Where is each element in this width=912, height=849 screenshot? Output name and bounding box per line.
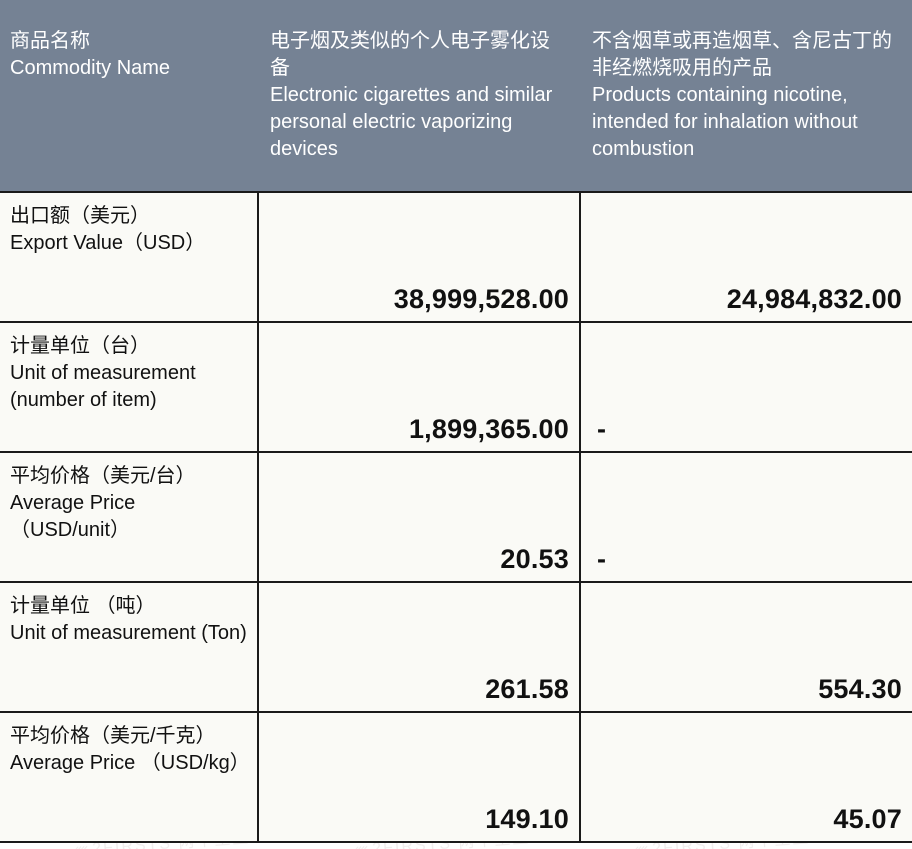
header-column-b: 不含烟草或再造烟草、含尼古丁的非经燃烧吸用的产品 Products contai…: [580, 0, 912, 192]
row-value-a-cell: 20.53: [258, 452, 580, 582]
table-row: 计量单位（台） Unit of measurement (number of i…: [0, 322, 912, 452]
row-value-b: -: [597, 544, 606, 575]
row-label-en: Export Value（USD）: [10, 230, 247, 257]
row-label-zh: 计量单位（台）: [10, 333, 247, 360]
row-value-b: 554.30: [818, 674, 902, 705]
table-row: 平均价格（美元/千克） Average Price （USD/kg） 149.1…: [0, 712, 912, 842]
data-table: 商品名称 Commodity Name 电子烟及类似的个人电子雾化设备 Elec…: [0, 0, 912, 843]
header-column-a: 电子烟及类似的个人电子雾化设备 Electronic cigarettes an…: [258, 0, 580, 192]
header-col-b-zh: 不含烟草或再造烟草、含尼古丁的非经燃烧吸用的产品: [592, 28, 900, 82]
table-header-row: 商品名称 Commodity Name 电子烟及类似的个人电子雾化设备 Elec…: [0, 0, 912, 192]
row-value-a: 20.53: [500, 544, 569, 575]
header-col-b-en: Products containing nicotine, intended f…: [592, 82, 900, 163]
header-commodity-name: 商品名称 Commodity Name: [0, 0, 258, 192]
header-label-en: Commodity Name: [10, 55, 246, 82]
row-label-zh: 平均价格（美元/台）: [10, 463, 247, 490]
row-value-b-cell: 24,984,832.00: [580, 192, 912, 322]
row-value-a-cell: 38,999,528.00: [258, 192, 580, 322]
row-label-zh: 计量单位 （吨）: [10, 593, 247, 620]
header-col-a-en: Electronic cigarettes and similar person…: [270, 82, 568, 163]
row-value-b-cell: 554.30: [580, 582, 912, 712]
header-label-zh: 商品名称: [10, 28, 246, 55]
row-value-a-cell: 149.10: [258, 712, 580, 842]
row-label-cell: 出口额（美元） Export Value（USD）: [0, 192, 258, 322]
row-value-b: 45.07: [833, 804, 902, 835]
row-label-en: Average Price （USD/kg）: [10, 750, 247, 777]
row-label-cell: 计量单位 （吨） Unit of measurement (Ton): [0, 582, 258, 712]
row-value-a-cell: 261.58: [258, 582, 580, 712]
row-label-cell: 平均价格（美元/台） Average Price （USD/unit）: [0, 452, 258, 582]
row-label-en: Unit of measurement (number of item): [10, 360, 247, 414]
table-row: 平均价格（美元/台） Average Price （USD/unit） 20.5…: [0, 452, 912, 582]
row-value-a: 38,999,528.00: [394, 284, 569, 315]
row-value-a: 261.58: [485, 674, 569, 705]
row-label-cell: 平均价格（美元/千克） Average Price （USD/kg）: [0, 712, 258, 842]
row-value-a: 1,899,365.00: [409, 414, 569, 445]
row-value-b: 24,984,832.00: [727, 284, 902, 315]
row-value-b-cell: -: [580, 452, 912, 582]
row-value-a-cell: 1,899,365.00: [258, 322, 580, 452]
table-row: 计量单位 （吨） Unit of measurement (Ton) 261.5…: [0, 582, 912, 712]
row-value-a: 149.10: [485, 804, 569, 835]
table-row: 出口额（美元） Export Value（USD） 38,999,528.00 …: [0, 192, 912, 322]
header-col-a-zh: 电子烟及类似的个人电子雾化设备: [270, 28, 568, 82]
row-value-b: -: [597, 414, 606, 445]
row-label-zh: 出口额（美元）: [10, 203, 247, 230]
row-label-en: Unit of measurement (Ton): [10, 620, 247, 647]
row-label-cell: 计量单位（台） Unit of measurement (number of i…: [0, 322, 258, 452]
row-value-b-cell: -: [580, 322, 912, 452]
row-value-b-cell: 45.07: [580, 712, 912, 842]
row-label-en: Average Price （USD/unit）: [10, 490, 247, 544]
row-label-zh: 平均价格（美元/千克）: [10, 723, 247, 750]
